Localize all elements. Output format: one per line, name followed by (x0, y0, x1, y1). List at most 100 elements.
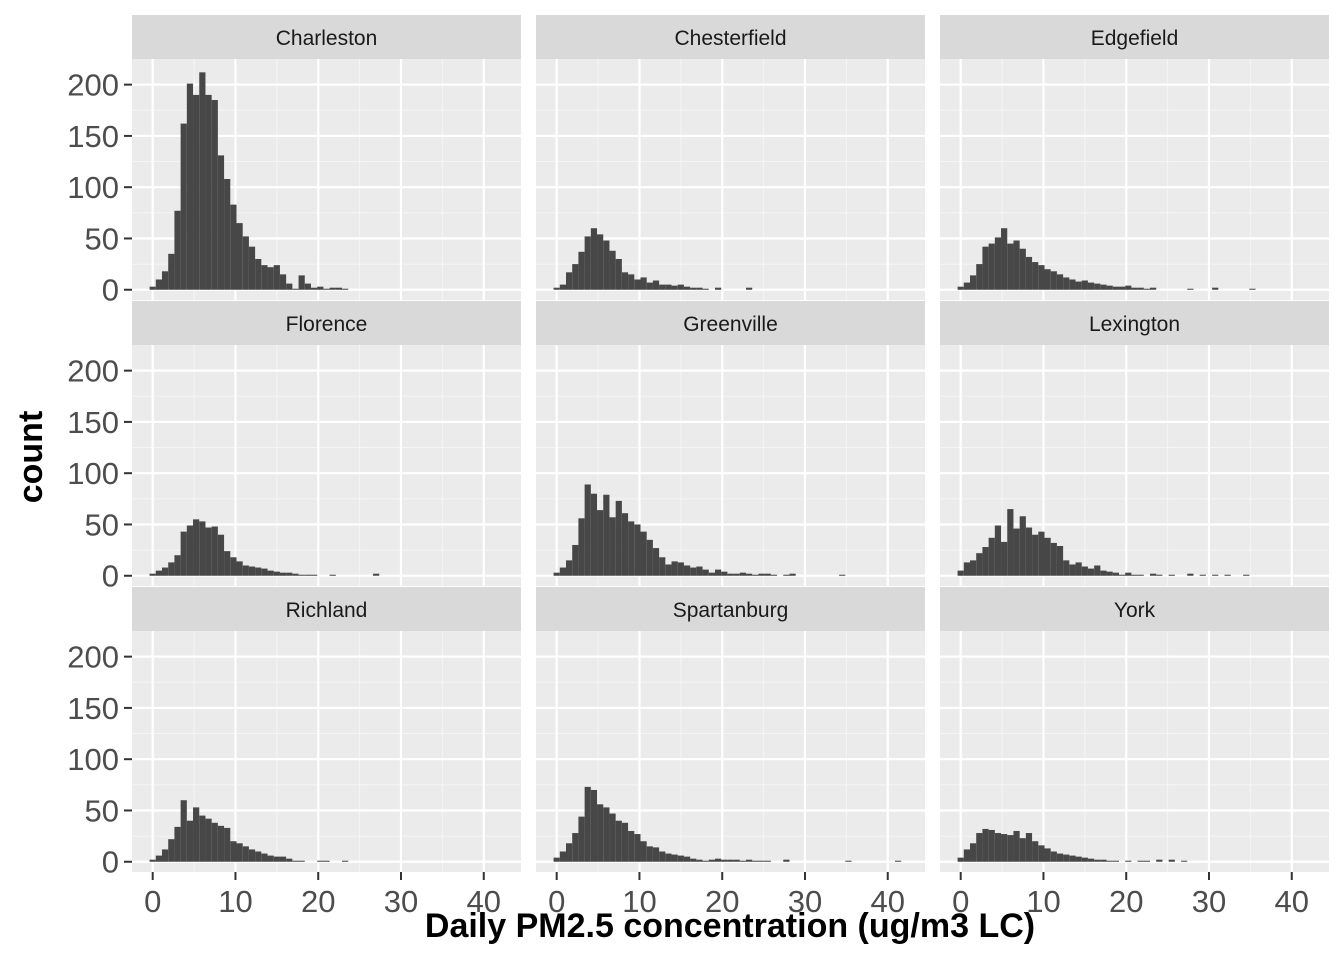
histogram-bar (957, 857, 964, 862)
histogram-bar (1038, 265, 1045, 290)
histogram-bar (584, 236, 591, 290)
histogram-bar (727, 573, 734, 576)
facet-strip-label: Edgefield (1091, 27, 1179, 50)
histogram-bar (1106, 860, 1113, 862)
histogram-bar (242, 565, 249, 576)
histogram-bar (603, 240, 610, 290)
histogram-bar (1044, 269, 1051, 290)
histogram-bar (1112, 286, 1119, 290)
y-tick-label: 200 (67, 354, 119, 389)
y-axis: 0 50 100 150 200 0 50 100 150 200 0 50 100 150 200 (67, 68, 132, 880)
histogram-bar (597, 804, 604, 862)
histogram-bar (572, 833, 579, 862)
histogram-bar (180, 123, 187, 290)
histogram-bar (733, 573, 740, 576)
histogram-bar (1056, 274, 1064, 290)
histogram-bar (217, 155, 225, 290)
histogram-bar (180, 800, 187, 862)
histogram-bar (1019, 248, 1026, 290)
histogram-bar (1125, 285, 1132, 290)
histogram-bar (168, 562, 175, 576)
histogram-bar (957, 570, 964, 576)
histogram-bar (279, 572, 287, 576)
histogram-bar (739, 572, 747, 576)
histogram-bar (671, 561, 678, 576)
histogram-bar (1007, 509, 1014, 576)
histogram-bar (1118, 286, 1126, 290)
histogram-bar (149, 859, 156, 862)
histogram-bar (696, 859, 703, 862)
histogram-bar (1081, 857, 1088, 862)
histogram-bar (752, 574, 759, 576)
histogram-bar (1106, 285, 1113, 290)
histogram-bar (149, 573, 156, 576)
histogram-bar (199, 815, 206, 862)
histogram-bar (764, 860, 771, 862)
facet-strip-label: Florence (286, 313, 368, 336)
histogram-bar (174, 210, 181, 290)
x-tick-label: 40 (467, 884, 501, 919)
histogram-bar (1063, 854, 1070, 862)
histogram-bar (1069, 855, 1076, 862)
histogram-bar (578, 518, 585, 576)
histogram-bar (970, 275, 977, 290)
histogram-bar (1007, 835, 1014, 862)
facet-panel-charleston: Charleston (132, 15, 521, 300)
facet-panel-chesterfield: Chesterfield (536, 15, 925, 300)
histogram-bar (683, 856, 691, 862)
histogram-bar (982, 547, 989, 576)
histogram-bar (1025, 833, 1033, 862)
facet-strip (536, 587, 925, 631)
histogram-bar (1032, 262, 1039, 290)
histogram-bar (628, 274, 635, 290)
panel-background (940, 631, 1329, 872)
histogram-bar (628, 830, 635, 862)
histogram-bar (1050, 851, 1057, 862)
histogram-bar (1013, 528, 1020, 576)
histogram-bar (342, 860, 349, 862)
histogram-bar (273, 856, 280, 862)
histogram-bar (721, 859, 728, 862)
histogram-bar (261, 265, 268, 290)
histogram-bar (652, 280, 660, 290)
histogram-bar (267, 855, 274, 862)
histogram-bar (1112, 860, 1119, 862)
histogram-bar (193, 519, 200, 576)
histogram-bar (1075, 562, 1082, 576)
histogram-bar (640, 277, 647, 290)
histogram-bar (714, 569, 722, 576)
histogram-bar (335, 287, 343, 290)
histogram-bar (572, 544, 579, 576)
facet-strip-label: Spartanburg (673, 599, 789, 622)
histogram-bar (646, 282, 653, 290)
histogram-bar (323, 860, 330, 862)
histogram-bar (677, 284, 684, 290)
histogram-bar (1137, 574, 1144, 576)
histogram-bar (609, 813, 616, 862)
x-tick-label: 10 (1026, 884, 1060, 919)
histogram-bar (1168, 574, 1175, 576)
histogram-bar (317, 286, 324, 290)
histogram-bar (1019, 838, 1026, 862)
histogram-bar (671, 285, 678, 290)
y-tick-label: 0 (102, 845, 119, 880)
histogram-bar (199, 521, 206, 576)
histogram-bar (186, 525, 194, 576)
facet-strip-label: Richland (286, 599, 368, 622)
histogram-bar (584, 484, 591, 576)
histogram-bar (1143, 288, 1151, 290)
histogram-bar (279, 274, 287, 290)
histogram-bar (982, 246, 989, 290)
histogram-bar (304, 283, 311, 290)
histogram-bar (702, 569, 709, 576)
histogram-bar (1187, 573, 1194, 576)
histogram-bar (1087, 858, 1095, 862)
histogram-bar (211, 822, 218, 862)
histogram-bar (553, 572, 560, 576)
histogram-bar (566, 843, 573, 862)
histogram-bar (646, 539, 653, 576)
histogram-bar (628, 521, 635, 576)
facet-panel-greenville: Greenville (536, 301, 925, 586)
y-tick-label: 100 (67, 742, 119, 777)
histogram-bar (1100, 284, 1107, 290)
